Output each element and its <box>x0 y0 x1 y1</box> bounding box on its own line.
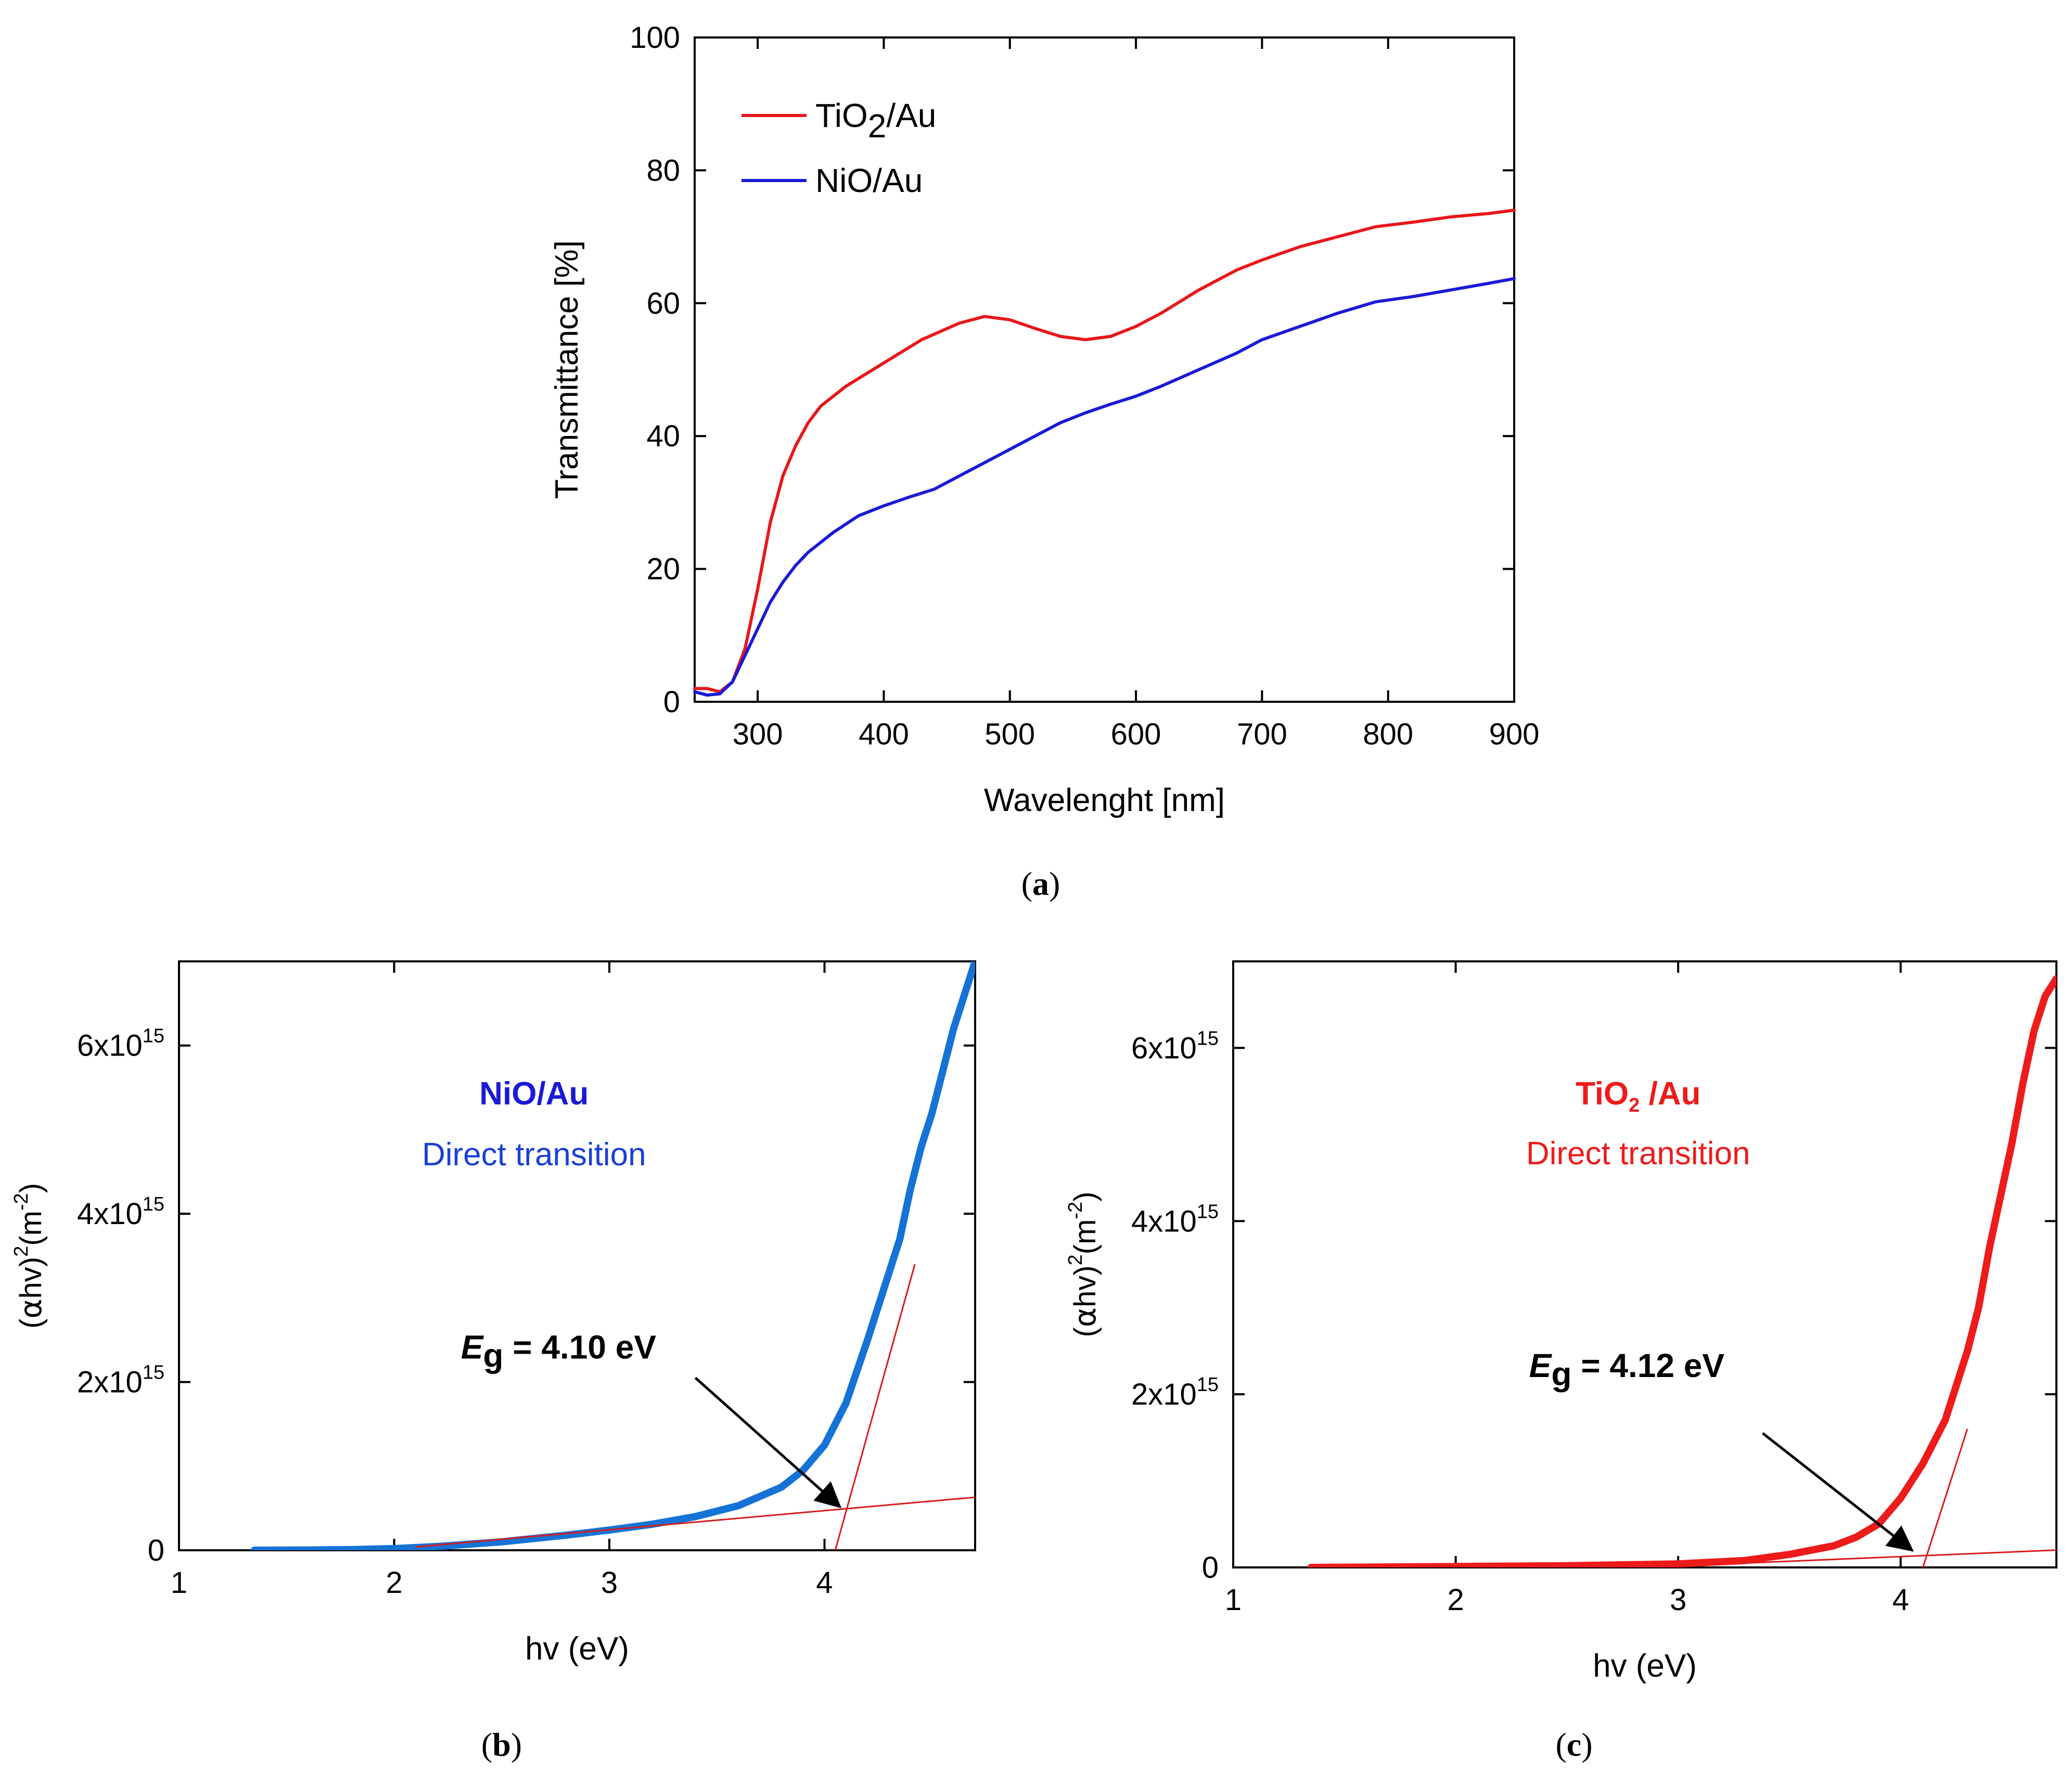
y-tick-label: 40 <box>646 419 680 453</box>
x-tick-label: 300 <box>733 717 783 751</box>
legend-label-suffix: /Au <box>886 97 936 134</box>
transition-annotation: Direct transition <box>1526 1136 1750 1172</box>
plot-area <box>1307 975 2056 1567</box>
y-tick-label: 4x1015 <box>77 1193 164 1231</box>
y-axis-label: (αhv)2(m-2) <box>1065 1191 1103 1337</box>
series-line <box>693 277 1516 697</box>
y-tick-exponent: 15 <box>1197 1374 1219 1396</box>
x-tick-label: 800 <box>1363 717 1413 751</box>
eg-arrow <box>1762 1432 1914 1552</box>
x-tick-label: 2 <box>1447 1583 1464 1617</box>
plot-area <box>250 961 975 1550</box>
legend-label: TiO2/Au <box>815 97 936 145</box>
plot-frame <box>694 36 1515 703</box>
y-tick-exponent: 15 <box>143 1193 164 1215</box>
series-line <box>693 209 1516 693</box>
y-tick-label: 2x1015 <box>1131 1374 1219 1411</box>
x-axis-label: hv (eV) <box>525 1631 629 1667</box>
y-tick-label: 0 <box>148 1534 164 1567</box>
transition-annotation: Direct transition <box>422 1137 646 1173</box>
panel-letter: b <box>492 1726 511 1763</box>
x-tick-label: 600 <box>1111 717 1161 751</box>
panel-label-a: (a) <box>1021 865 1060 902</box>
panel-letter: c <box>1567 1726 1581 1763</box>
x-tick-label: 900 <box>1489 717 1540 751</box>
x-axis-label: hv (eV) <box>1593 1648 1697 1684</box>
y-tick-exponent: 15 <box>1197 1201 1219 1223</box>
fit-line <box>415 1496 975 1548</box>
series-line <box>1307 975 2056 1567</box>
x-tick-label: 3 <box>1670 1583 1686 1617</box>
y-tick-label: 0 <box>1202 1551 1219 1585</box>
legend-label-sub: 2 <box>868 107 887 145</box>
x-tick-label: 400 <box>859 717 909 751</box>
x-tick-label: 1 <box>171 1566 187 1600</box>
y-tick-label: 0 <box>663 685 680 719</box>
y-axis-label: (αhv)2(m-2) <box>10 1183 48 1329</box>
y-tick-label: 80 <box>646 153 680 187</box>
plot-frame <box>1232 960 2057 1568</box>
fit-line <box>834 1264 916 1550</box>
y-tick-label: 4x1015 <box>1131 1201 1219 1238</box>
y-axis-label: Transmittance [%] <box>549 240 585 499</box>
panel-letter: a <box>1032 865 1049 902</box>
sample-annotation: NiO/Au <box>479 1076 589 1112</box>
x-tick-label: 500 <box>984 717 1035 751</box>
panel-c-chart: 1 2 3 4 0 2x1015 4x1015 6x1015 hv (eV) (αhv)2(m-2… <box>1065 960 2057 1763</box>
x-tick-label: 4 <box>816 1566 833 1600</box>
y-tick-exponent: 15 <box>143 1025 164 1047</box>
y-tick-label: 20 <box>646 552 680 586</box>
y-tick-exponent: 15 <box>1197 1027 1219 1049</box>
eg-arrow <box>694 1377 842 1509</box>
x-tick-label: 1 <box>1225 1583 1242 1617</box>
panel-label-c: (c) <box>1555 1726 1592 1763</box>
y-tick-label: 6x1015 <box>77 1025 164 1063</box>
fit-line <box>1745 1549 2056 1564</box>
eg-annotation: Eg = 4.10 eV <box>461 1328 657 1374</box>
x-axis-label: Wavelenght [nm] <box>984 782 1225 818</box>
x-tick-label: 3 <box>601 1566 618 1600</box>
panel-a-chart: 300 400 500 600 700 800 900 0 20 40 60 80 100 Wavelen… <box>549 21 1539 902</box>
x-tick-label: 4 <box>1892 1583 1909 1617</box>
sample-annotation: TiO2 /Au <box>1576 1076 1700 1116</box>
fit-line <box>1922 1429 1968 1567</box>
panel-label-b: (b) <box>481 1726 522 1763</box>
panel-b-chart: 1 2 3 4 0 2x1015 4x1015 6x1015 hv (eV) (αhv)2(m-2… <box>10 960 976 1763</box>
x-tick-label: 2 <box>386 1566 402 1600</box>
y-tick-exponent: 15 <box>143 1362 164 1384</box>
series-line <box>250 961 975 1550</box>
x-tick-label: 700 <box>1237 717 1287 751</box>
y-tick-label: 100 <box>630 21 680 55</box>
y-tick-label: 2x1015 <box>77 1362 164 1399</box>
plot-frame <box>178 960 976 1551</box>
eg-annotation: Eg = 4.12 eV <box>1529 1347 1725 1393</box>
y-tick-label: 60 <box>646 287 680 320</box>
legend-label: NiO/Au <box>815 162 923 199</box>
y-tick-label: 6x1015 <box>1131 1027 1219 1065</box>
